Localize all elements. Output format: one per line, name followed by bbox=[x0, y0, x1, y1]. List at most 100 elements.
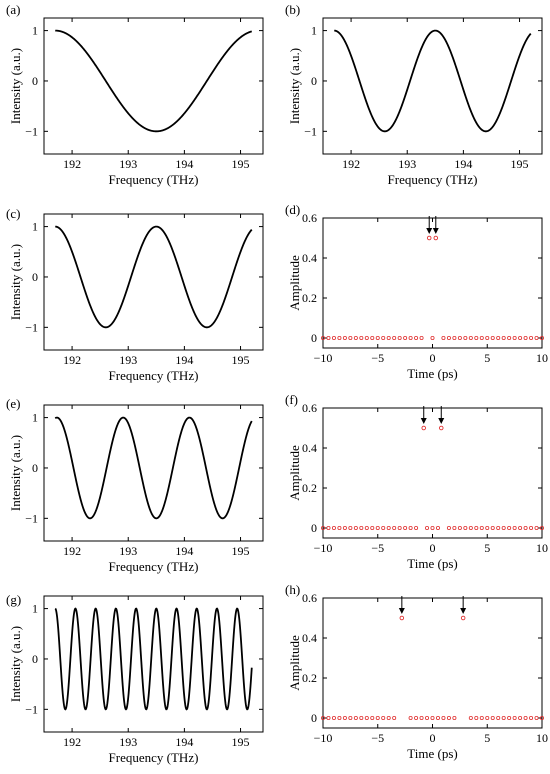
data-point bbox=[386, 716, 391, 721]
data-point bbox=[529, 526, 534, 531]
y-tick-label: 0 bbox=[311, 521, 317, 535]
data-point bbox=[529, 335, 534, 340]
data-point bbox=[518, 335, 523, 340]
data-point bbox=[501, 716, 506, 721]
data-point bbox=[507, 335, 512, 340]
y-tick-label: 0 bbox=[311, 711, 317, 725]
plot-frame bbox=[322, 407, 543, 539]
data-point bbox=[320, 526, 325, 531]
peak-point bbox=[460, 615, 466, 621]
data-point bbox=[485, 335, 490, 340]
x-tick-label: 10 bbox=[536, 731, 548, 745]
x-axis-label: Frequency (THz) bbox=[388, 172, 478, 187]
y-tick-label: −1 bbox=[25, 124, 38, 138]
x-tick-label: −5 bbox=[371, 731, 384, 745]
data-point bbox=[501, 335, 506, 340]
data-point bbox=[512, 716, 517, 721]
data-point bbox=[479, 526, 484, 531]
data-point bbox=[353, 716, 358, 721]
data-point bbox=[342, 335, 347, 340]
y-tick-label: 1 bbox=[311, 24, 317, 38]
y-tick-label: 0 bbox=[311, 331, 317, 345]
y-tick-label: 0.4 bbox=[302, 631, 317, 645]
plot-frame bbox=[43, 213, 264, 351]
data-point bbox=[353, 335, 358, 340]
data-point bbox=[403, 526, 408, 531]
data-point bbox=[414, 526, 419, 531]
x-tick-label: 192 bbox=[342, 157, 360, 171]
data-point bbox=[523, 526, 528, 531]
x-tick-label: 10 bbox=[536, 541, 548, 555]
data-point bbox=[512, 335, 517, 340]
data-point bbox=[452, 335, 457, 340]
data-point bbox=[523, 335, 528, 340]
data-point bbox=[425, 716, 430, 721]
plot-frame bbox=[43, 595, 264, 733]
data-point bbox=[457, 335, 462, 340]
data-point bbox=[430, 335, 435, 340]
x-axis-label: Frequency (THz) bbox=[109, 172, 199, 187]
y-tick-label: 0.6 bbox=[302, 401, 317, 415]
data-point bbox=[446, 335, 451, 340]
series-line bbox=[54, 416, 253, 520]
data-point bbox=[485, 716, 490, 721]
data-point bbox=[331, 716, 336, 721]
data-point bbox=[485, 526, 490, 531]
data-point bbox=[441, 335, 446, 340]
peak-arrowhead bbox=[420, 418, 427, 424]
peak-arrowhead bbox=[432, 228, 439, 234]
data-point bbox=[518, 716, 523, 721]
x-tick-label: 194 bbox=[175, 157, 193, 171]
data-point bbox=[375, 716, 380, 721]
data-point bbox=[435, 526, 440, 531]
x-tick-label: −10 bbox=[314, 541, 333, 555]
plot-frame bbox=[322, 597, 543, 729]
data-point bbox=[507, 526, 512, 531]
x-tick-label: 5 bbox=[484, 731, 490, 745]
x-tick-label: 194 bbox=[175, 735, 193, 749]
data-point bbox=[397, 526, 402, 531]
data-point bbox=[496, 716, 501, 721]
y-tick-label: 0 bbox=[32, 270, 38, 284]
panel-f: (f) −10 −5 0 5 10 0 0.2 0.4 0.6 Time (ps) Amplitude bbox=[285, 392, 548, 571]
panel-c: (c) 192 193 194 195 −1 0 1 Frequency (THz) Intens… bbox=[6, 206, 264, 383]
data-point bbox=[518, 526, 523, 531]
y-axis-label: Intensity (a.u.) bbox=[8, 48, 23, 124]
y-tick-label: 0.6 bbox=[302, 591, 317, 605]
panel-label: (f) bbox=[285, 392, 298, 407]
data-point bbox=[435, 716, 440, 721]
y-axis-label: Intensity (a.u.) bbox=[8, 435, 23, 511]
data-point bbox=[408, 716, 413, 721]
data-point bbox=[463, 335, 468, 340]
data-point bbox=[414, 335, 419, 340]
data-point bbox=[392, 716, 397, 721]
data-point bbox=[490, 335, 495, 340]
data-point bbox=[468, 335, 473, 340]
x-tick-label: 192 bbox=[63, 735, 81, 749]
x-tick-label: 193 bbox=[119, 544, 137, 558]
x-tick-label: 194 bbox=[454, 157, 472, 171]
data-point bbox=[370, 526, 375, 531]
y-axis-label: Intensity (a.u.) bbox=[8, 244, 23, 320]
data-point bbox=[534, 526, 539, 531]
x-tick-label: 193 bbox=[398, 157, 416, 171]
y-tick-label: 0.4 bbox=[302, 441, 317, 455]
data-point bbox=[501, 526, 506, 531]
y-axis-label: Amplitude bbox=[287, 635, 302, 691]
y-tick-label: 0.2 bbox=[302, 481, 317, 495]
series-line bbox=[334, 29, 532, 133]
series-line bbox=[55, 29, 253, 133]
data-point bbox=[534, 716, 539, 721]
data-point bbox=[529, 716, 534, 721]
data-point bbox=[408, 526, 413, 531]
panel-label: (d) bbox=[285, 202, 300, 217]
data-point bbox=[337, 335, 342, 340]
plot-frame bbox=[322, 17, 543, 155]
panel-h: (h) −10 −5 0 5 10 0 0.2 0.4 0.6 Time (ps) Amplitude bbox=[285, 582, 548, 761]
data-point bbox=[540, 716, 545, 721]
peak-arrowhead bbox=[438, 418, 445, 424]
data-point bbox=[370, 335, 375, 340]
y-tick-label: 1 bbox=[32, 411, 38, 425]
x-tick-label: 192 bbox=[63, 353, 81, 367]
